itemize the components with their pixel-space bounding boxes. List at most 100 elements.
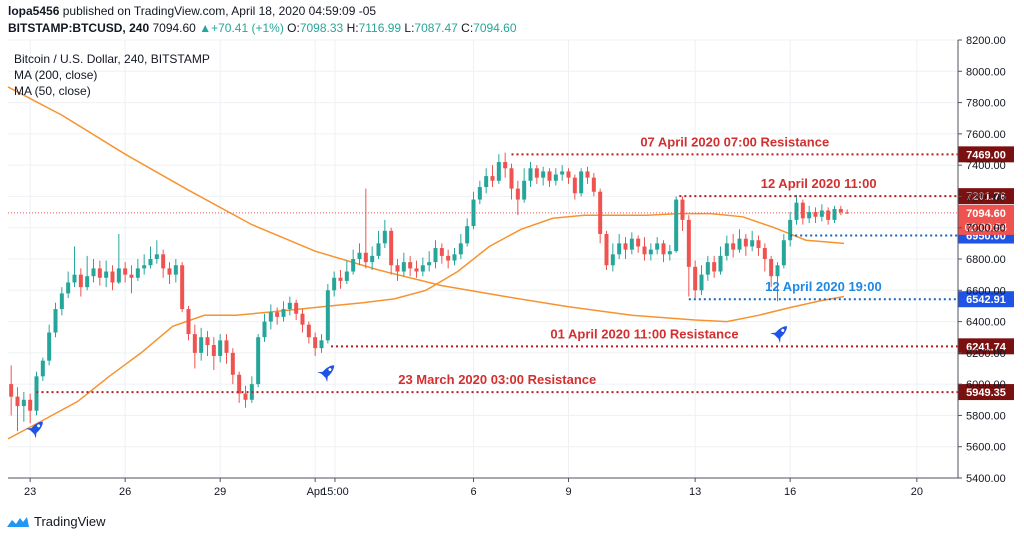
- open-value: 7098.33: [299, 21, 344, 35]
- time-tick-label: Apr: [307, 486, 324, 498]
- candle-body: [325, 290, 330, 341]
- candle-body: [262, 321, 267, 338]
- candle-body: [300, 313, 305, 325]
- candle-body: [66, 282, 71, 294]
- ma200-line: [7, 86, 845, 323]
- high-label: H:: [346, 21, 359, 35]
- chart-header: lopa5456 published on TradingView.com, A…: [0, 0, 1024, 40]
- candle-body: [724, 243, 729, 256]
- publisher-name[interactable]: lopa5456: [8, 4, 60, 18]
- candle-body: [490, 176, 495, 181]
- candle-body: [762, 248, 767, 259]
- candle-body: [775, 265, 780, 277]
- candle-body: [585, 171, 590, 178]
- candle-body: [509, 168, 514, 189]
- time-tick-label: 9: [565, 486, 571, 498]
- candle-body: [9, 384, 14, 397]
- price-badge: [958, 146, 1014, 163]
- candle-body: [110, 271, 115, 283]
- candle-body: [788, 219, 793, 241]
- price-badge-label: 7469.00: [966, 149, 1006, 161]
- candle-body: [199, 337, 204, 353]
- candle-body: [256, 337, 261, 385]
- candle-body: [142, 265, 147, 269]
- candle-body: [180, 265, 185, 310]
- candle-body: [598, 191, 603, 234]
- time-tick-label: 16: [784, 486, 796, 498]
- candle-body: [376, 243, 381, 256]
- candle-body: [623, 243, 628, 250]
- candle-body: [579, 171, 584, 194]
- low-label: L:: [404, 21, 415, 35]
- candle-body: [794, 202, 799, 220]
- candle-body: [642, 246, 647, 255]
- candle-body: [705, 262, 710, 275]
- candle-body: [617, 243, 622, 255]
- candle-body: [344, 271, 349, 281]
- candle-body: [85, 276, 90, 288]
- rocket-body: [321, 365, 335, 378]
- candle-body: [699, 274, 704, 291]
- time-tick-label: 23: [24, 486, 36, 498]
- candle-body: [515, 188, 520, 200]
- candle-body: [756, 240, 761, 249]
- candle-body: [123, 268, 128, 275]
- candle-body: [534, 168, 539, 178]
- candlestick-chart[interactable]: 07 April 2020 07:00 Resistance 7469.00 12 …: [0, 0, 1024, 508]
- rocket-body: [774, 326, 788, 339]
- candle-body: [382, 230, 387, 244]
- candle-body: [313, 337, 318, 349]
- candle-body: [40, 360, 45, 377]
- symbol-label[interactable]: BITSTAMP:BTCUSD, 240: [8, 21, 150, 35]
- candle-body: [357, 252, 362, 259]
- candle-body: [800, 202, 805, 219]
- price-tick-label: 7800.00: [966, 98, 1006, 110]
- candle-body: [28, 399, 33, 411]
- candle-body: [807, 212, 812, 219]
- candle-body: [306, 324, 311, 338]
- candle-body: [591, 177, 596, 192]
- candle-body: [560, 171, 565, 175]
- legend-ma50[interactable]: MA (50, close): [14, 84, 91, 98]
- candle-body: [104, 271, 109, 278]
- price-badge: [958, 291, 1014, 308]
- legend-ma200[interactable]: MA (200, close): [14, 68, 97, 82]
- price-tick-label: 5600.00: [966, 442, 1006, 454]
- candle-body: [629, 238, 634, 250]
- price-badge-label: 6542.91: [966, 294, 1006, 306]
- candle-body: [281, 309, 286, 317]
- candle-body: [458, 243, 463, 255]
- price-tick-label: 7200.00: [966, 191, 1006, 203]
- price-tick-label: 5800.00: [966, 410, 1006, 422]
- candle-body: [731, 243, 736, 250]
- candle-body: [395, 265, 400, 272]
- candle-body: [135, 268, 140, 278]
- level-label: 23 March 2020 03:00 Resistance: [398, 372, 596, 387]
- candle-body: [781, 240, 786, 266]
- open-label: O:: [287, 21, 300, 35]
- candle-body: [832, 208, 837, 220]
- moving-averages: [7, 86, 845, 440]
- tradingview-brand[interactable]: TradingView: [6, 514, 106, 529]
- candle-body: [218, 340, 223, 356]
- candle-body: [826, 210, 831, 220]
- candle-body: [167, 268, 172, 275]
- candle-body: [547, 171, 552, 181]
- candle-body: [496, 162, 501, 181]
- candle-body: [186, 309, 191, 335]
- rocket-window: [37, 424, 41, 428]
- candle-body: [59, 293, 64, 310]
- candle-body: [813, 212, 818, 217]
- candle-body: [129, 274, 134, 278]
- time-tick-label: 29: [214, 486, 226, 498]
- candle-body: [661, 243, 666, 255]
- candle-body: [446, 255, 451, 261]
- candle-body: [287, 302, 292, 310]
- level-label: 07 April 2020 07:00 Resistance: [640, 134, 829, 149]
- candle-body: [693, 266, 698, 291]
- candle-body: [452, 254, 457, 261]
- candle-body: [275, 312, 280, 317]
- last-price: 7094.60: [152, 21, 196, 35]
- candle-body: [636, 238, 641, 247]
- candle-body: [97, 268, 102, 278]
